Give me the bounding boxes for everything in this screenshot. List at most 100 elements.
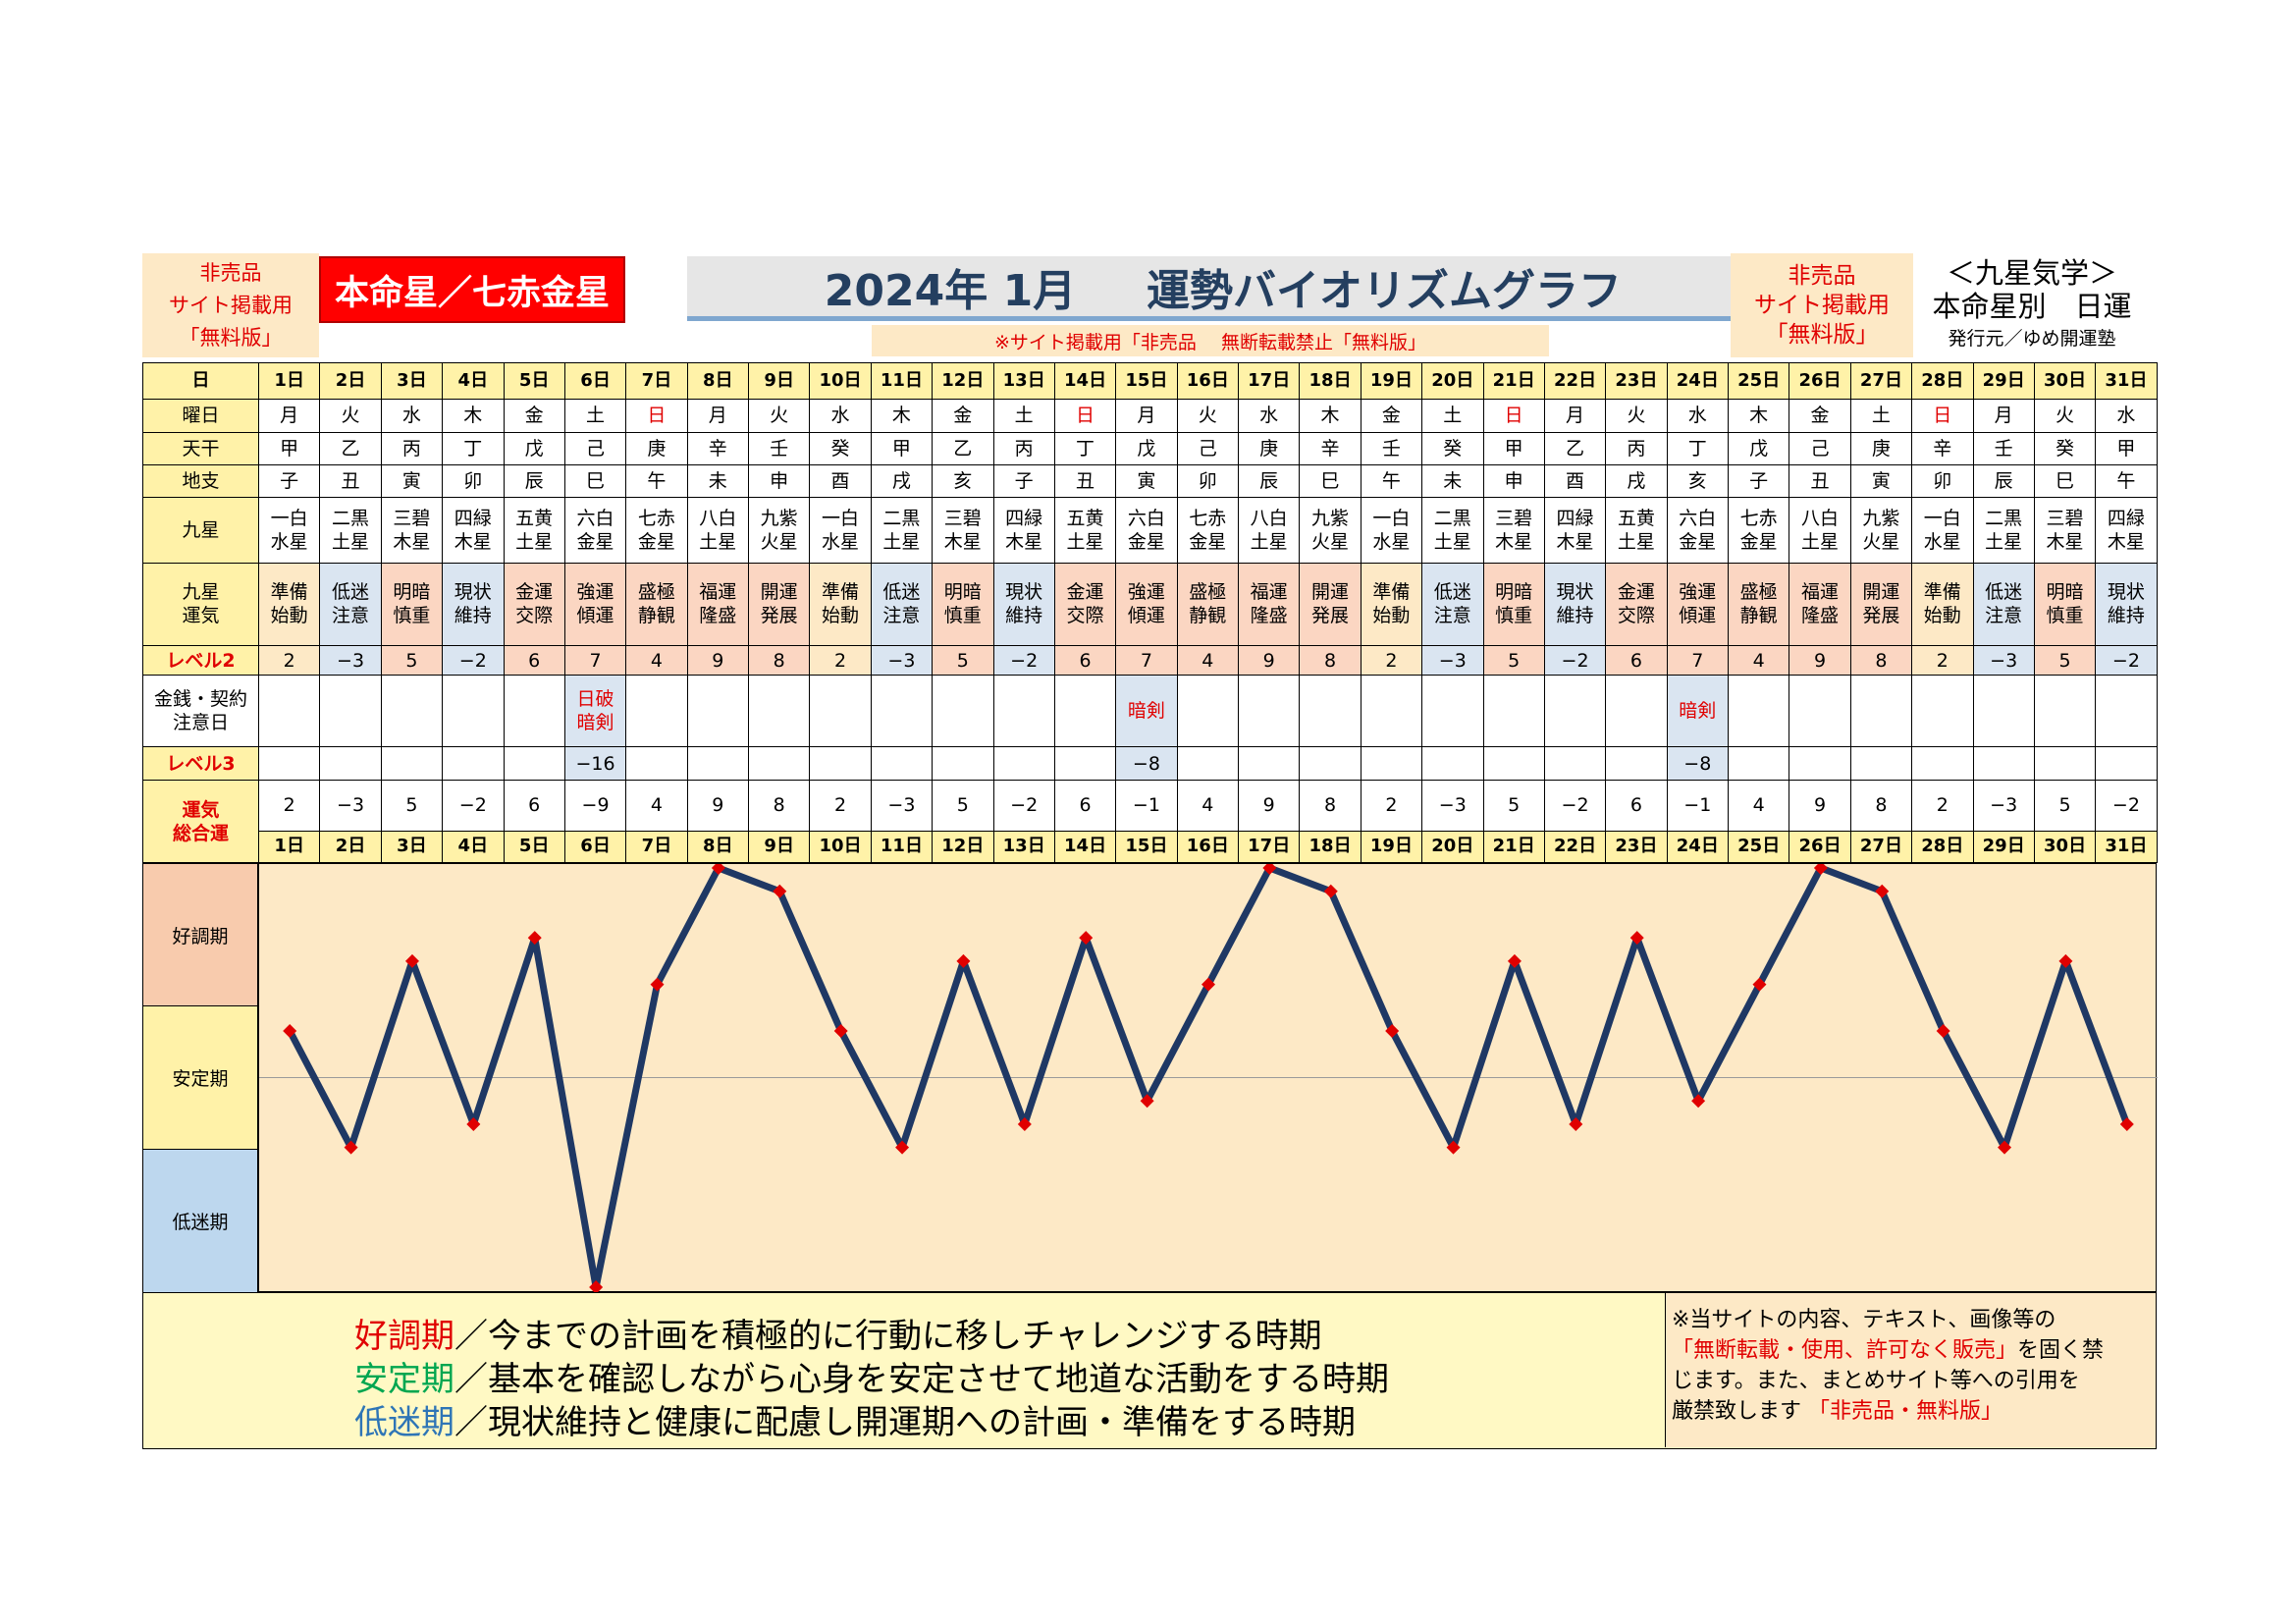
data-point	[2119, 1116, 2134, 1131]
total-row: 運気 総合運 2 −3 5 −2 6 −9 4 9 8 2 −3 5 −2 6 −1 4 9 8 2 −3 5 −2 6 −1…	[142, 780, 2158, 863]
day-cell-bottom: 19日	[1360, 830, 1423, 864]
chishi-row: 地支 子丑寅卯辰巳午未申酉戌亥子丑寅卯辰巳午未申酉戌亥子丑寅卯辰巳午	[142, 463, 2158, 499]
level3-cell	[2095, 745, 2158, 782]
day-cell: 10日	[809, 361, 872, 401]
kyusei-cell: 七赤 金星	[625, 497, 688, 564]
biorhythm-graph: 好調期 安定期 低迷期	[142, 861, 2158, 1294]
level2-cell: 7	[1666, 645, 1730, 677]
cell-line: 木星	[2046, 530, 2084, 553]
tenkan-cell: 丙	[1605, 431, 1668, 465]
chishi-cell: 寅	[1115, 463, 1178, 499]
unki-cell: 準備 始動	[257, 562, 321, 647]
cell-line: 土星	[882, 530, 921, 553]
day-cell: 16日	[1176, 361, 1240, 401]
cell-line: 開運	[1311, 581, 1350, 604]
chishi-cell: 巳	[1299, 463, 1362, 499]
day-cell: 18日	[1299, 361, 1362, 401]
tenkan-cell: 乙	[932, 431, 994, 465]
cell-line: 七赤	[637, 507, 675, 529]
kyusei-cell: 四緑 木星	[992, 497, 1055, 564]
total-cell: −3	[1972, 780, 2035, 832]
chishi-cell: 丑	[1053, 463, 1117, 499]
money-cell	[1972, 675, 2035, 747]
day-cell-bottom: 22日	[1543, 830, 1607, 864]
cell-line: 九紫	[1311, 507, 1350, 529]
copyright-line: ※当サイトの内容、テキスト、画像等の	[1672, 1308, 2056, 1332]
money-cell	[503, 675, 565, 747]
kyusei-cell: 二黒 土星	[1972, 497, 2035, 564]
unki-cell: 明暗 慎重	[1482, 562, 1545, 647]
level2-cell: 8	[1849, 645, 1913, 677]
level3-cell: −16	[563, 745, 627, 782]
total-cell: 9	[686, 780, 750, 832]
cell-line: 七赤	[1739, 507, 1778, 529]
tenkan-cell: 丁	[1053, 431, 1117, 465]
total-cell: 2	[1360, 780, 1423, 832]
kyusei-cell: 二黒 土星	[870, 497, 934, 564]
cell-line: 六白	[1127, 507, 1165, 529]
day-cell-bottom: 21日	[1482, 830, 1545, 864]
day-cell: 5日	[503, 361, 565, 401]
unki-cell: 強運 傾運	[563, 562, 627, 647]
unki-cell: 低迷 注意	[1421, 562, 1484, 647]
day-cell-bottom: 29日	[1972, 830, 2035, 864]
money-cell	[1789, 675, 1851, 747]
money-cell	[1543, 675, 1607, 747]
level2-cell: −2	[2095, 645, 2158, 677]
day-cell: 23日	[1605, 361, 1668, 401]
cell-line: 注意	[882, 605, 921, 627]
unki-cell: 盛極 静観	[625, 562, 688, 647]
data-point	[1813, 861, 1828, 875]
total-cell: 2	[257, 780, 321, 832]
tenkan-cell: 丁	[1666, 431, 1730, 465]
day-cell-bottom: 30日	[2033, 830, 2097, 864]
money-cell	[1053, 675, 1117, 747]
cell-line: 低迷	[332, 581, 370, 604]
level2-cell: −3	[1972, 645, 2035, 677]
money-row: 金銭・契約 注意日 日破 暗剣 暗剣 暗剣	[142, 675, 2158, 747]
day-cell: 26日	[1789, 361, 1851, 401]
total-cell: −3	[870, 780, 934, 832]
fortune-table: 日 1日 2日 3日 4日 5日 6日 7日 8日 9日 10日 11日 12日 13日 14日 15日 16…	[142, 361, 2158, 864]
level2-cell: 9	[1237, 645, 1301, 677]
day-cell-bottom: 17日	[1237, 830, 1301, 864]
day-row: 日 1日 2日 3日 4日 5日 6日 7日 8日 9日 10日 11日 12日 13日 14日 15日 16…	[142, 361, 2158, 401]
level3-cell	[1605, 745, 1668, 782]
day-cell: 9日	[747, 361, 811, 401]
data-point	[589, 1280, 604, 1294]
cell-line: 発展	[760, 605, 798, 627]
day-cell-bottom: 12日	[932, 830, 994, 864]
day-cell-bottom: 25日	[1727, 830, 1790, 864]
unki-cell: 盛極 静観	[1176, 562, 1240, 647]
day-cell-bottom: 1日	[257, 830, 321, 864]
data-point	[711, 861, 725, 875]
unki-cell: 準備 始動	[1911, 562, 1974, 647]
day-cell-bottom: 26日	[1789, 830, 1851, 864]
money-cell	[1421, 675, 1484, 747]
cell-line: 金運	[515, 581, 554, 604]
level3-cell	[625, 745, 688, 782]
chishi-cell: 申	[747, 463, 811, 499]
footer: 好調期／今までの計画を積極的に行動に移しチャレンジする時期 安定期／基本を確認し…	[142, 1292, 2157, 1449]
weekday-cell: 木	[1727, 399, 1790, 433]
day-cell-bottom: 16日	[1176, 830, 1240, 864]
level2-row: レベル2 2 −3 5 −2 6 7 4 9 8 2 −3 5 −2 6 7 4 9 8 2 −3 5 −2 6 7 4 9 8 2−…	[142, 645, 2158, 677]
cell-line: 一白	[1923, 507, 1961, 529]
cell-line: 木星	[393, 530, 431, 553]
day-cell-bottom: 15日	[1115, 830, 1178, 864]
money-cell	[992, 675, 1055, 747]
money-cell	[625, 675, 688, 747]
chishi-cell: 子	[1727, 463, 1790, 499]
level3-cell	[1421, 745, 1484, 782]
money-cell	[1482, 675, 1545, 747]
day-cell: 12日	[932, 361, 994, 401]
weekday-cell: 水	[1666, 399, 1730, 433]
copyright-text: 厳禁致します	[1672, 1399, 1802, 1424]
cell-line: 三碧	[2046, 507, 2084, 529]
tenkan-cell: 己	[563, 431, 627, 465]
cell-line: 暗剣	[1127, 700, 1165, 723]
band-stable: 安定期	[143, 1006, 257, 1150]
cell-line: 三碧	[943, 507, 982, 529]
level3-cell	[503, 745, 565, 782]
unki-cell: 福運 隆盛	[1237, 562, 1301, 647]
